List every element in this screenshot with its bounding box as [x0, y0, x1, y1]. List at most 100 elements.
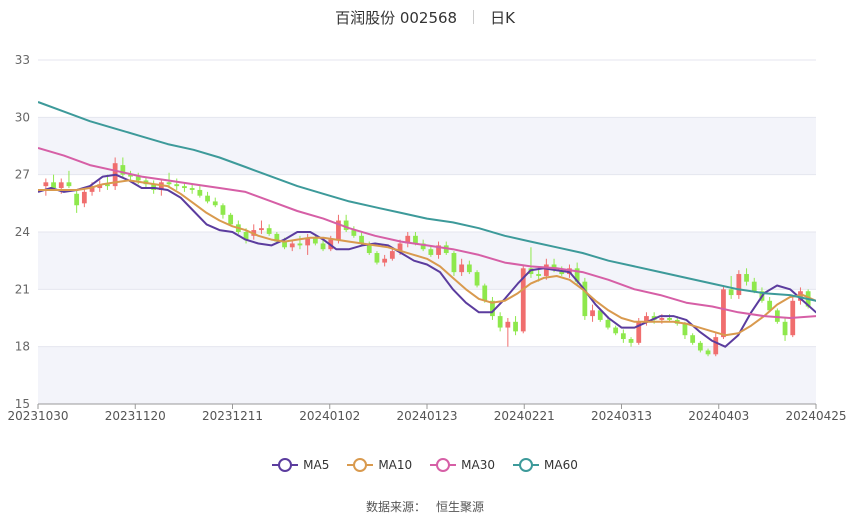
- candle-body: [174, 184, 180, 187]
- candle-body: [474, 272, 480, 286]
- candle-body: [559, 270, 565, 275]
- candle-body: [505, 321, 511, 328]
- y-axis-labels: 15 18 21 24 27 30 33: [15, 53, 30, 411]
- candle-body: [644, 316, 649, 322]
- grid-bands: [38, 117, 816, 404]
- chart-title: 百润股份 002568: [335, 8, 458, 27]
- candle-body: [543, 264, 549, 276]
- candle-body: [397, 243, 403, 252]
- candle-body: [305, 237, 311, 246]
- candle-body: [628, 339, 634, 343]
- legend: MA5 MA10 MA30 MA60: [0, 458, 850, 472]
- legend-label-ma5: MA5: [303, 458, 330, 472]
- candle-body: [697, 342, 703, 351]
- chart-title-bar: 百润股份 002568 日K: [0, 6, 850, 28]
- title-divider: [473, 10, 475, 24]
- x-tick-label: 20240403: [688, 409, 749, 423]
- candle-body: [197, 189, 203, 196]
- legend-label-ma10: MA10: [378, 458, 413, 472]
- candle-body: [721, 289, 726, 338]
- ma-lines-clipped: [38, 101, 816, 348]
- candle-body: [597, 310, 603, 320]
- candle-body: [659, 318, 665, 320]
- candle-body: [497, 316, 503, 328]
- y-tick-label: 18: [15, 340, 30, 354]
- candle-body: [282, 241, 287, 248]
- candle-body: [58, 182, 64, 189]
- candle-body: [220, 205, 226, 215]
- candle-body: [105, 184, 110, 187]
- candle-body: [682, 323, 688, 336]
- candle-body: [605, 319, 611, 328]
- candle-body: [212, 201, 218, 206]
- candle-body: [590, 310, 595, 317]
- period-label[interactable]: 日K: [490, 8, 515, 27]
- source-label: 数据来源：: [365, 500, 426, 514]
- candle-body: [405, 235, 411, 244]
- grid-band: [38, 117, 816, 175]
- ma10-marker-icon: [347, 458, 374, 472]
- legend-label-ma60: MA60: [544, 458, 578, 472]
- candle-body: [297, 243, 303, 246]
- candle-body: [782, 321, 788, 336]
- legend-label-ma30: MA30: [461, 458, 496, 472]
- candle-body: [243, 232, 249, 240]
- candle-body: [728, 289, 734, 296]
- legend-item-ma60[interactable]: MA60: [513, 458, 578, 472]
- y-tick-label: 27: [15, 168, 30, 182]
- candle-body: [667, 318, 672, 320]
- candle-body: [459, 264, 465, 273]
- line-ma60: [38, 101, 816, 302]
- y-tick-label: 30: [15, 110, 30, 124]
- legend-item-ma30[interactable]: MA30: [430, 458, 495, 472]
- candle-body: [613, 327, 619, 334]
- candle-body: [690, 335, 696, 343]
- line-ma10: [38, 179, 816, 337]
- x-tick-label: 20240123: [396, 409, 457, 423]
- x-tick-label: 20240102: [299, 409, 360, 423]
- source-value: 恒生聚源: [436, 500, 485, 514]
- legend-item-ma5[interactable]: MA5: [272, 458, 329, 472]
- candle-body: [189, 188, 195, 190]
- y-tick-label: 33: [15, 53, 30, 67]
- candle-body: [620, 333, 626, 340]
- candle-body: [744, 274, 749, 282]
- ma-lines: [38, 101, 816, 348]
- candle-body: [736, 274, 742, 296]
- candle-body: [513, 321, 518, 332]
- candles: [43, 157, 811, 357]
- candle-body: [574, 268, 580, 282]
- candle-body: [128, 174, 133, 177]
- candle-body: [182, 186, 187, 189]
- x-tick-label: 20231211: [202, 409, 263, 423]
- candle-body: [312, 237, 318, 244]
- grid-band: [38, 346, 816, 404]
- candle-body: [366, 243, 372, 254]
- candle-body: [466, 264, 472, 273]
- candle-body: [74, 193, 80, 206]
- candle-body: [451, 253, 457, 273]
- y-tick-label: 15: [15, 397, 30, 411]
- legend-item-ma10[interactable]: MA10: [347, 458, 412, 472]
- grid-lines: [38, 59, 816, 405]
- x-tick-label: 20231030: [7, 409, 68, 423]
- candle-body: [166, 182, 172, 185]
- x-tick-label: 20240425: [785, 409, 846, 423]
- candle-body: [266, 228, 272, 234]
- candle-body: [120, 165, 126, 175]
- candle-body: [289, 243, 295, 248]
- candle-body: [536, 274, 542, 276]
- grid-band: [38, 232, 816, 290]
- x-axis: 20231030 20231120 20231211 20240102 20240123…: [7, 403, 847, 423]
- candle-body: [767, 300, 773, 311]
- candle-body: [374, 253, 380, 263]
- candle-body: [705, 350, 711, 355]
- candle-body: [582, 281, 588, 317]
- candle-body: [413, 235, 418, 244]
- candle-body: [320, 243, 326, 250]
- candle-body: [81, 191, 87, 204]
- candle-body: [359, 235, 364, 244]
- candle-body: [336, 220, 341, 240]
- x-tick-label: 20240221: [494, 409, 555, 423]
